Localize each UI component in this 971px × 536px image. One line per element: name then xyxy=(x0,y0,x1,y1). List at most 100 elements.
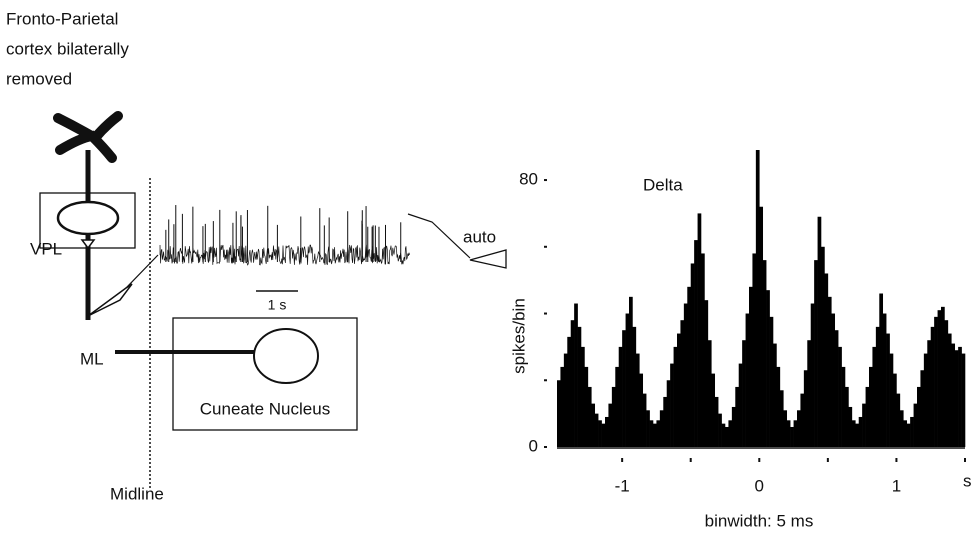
bar xyxy=(910,416,914,447)
bar xyxy=(690,263,695,447)
spike-trace xyxy=(159,205,410,266)
x-tick-label: 0 xyxy=(755,476,764,495)
bar xyxy=(608,403,613,447)
bar xyxy=(598,420,602,447)
connector xyxy=(407,213,471,259)
lesion-cross xyxy=(53,111,123,163)
bar xyxy=(745,313,750,447)
cuneate-box xyxy=(172,317,358,431)
bar xyxy=(961,353,966,447)
bar xyxy=(687,286,692,447)
electrode xyxy=(87,283,133,317)
bar xyxy=(611,386,616,447)
bar xyxy=(934,316,938,447)
bar xyxy=(917,386,921,447)
bar xyxy=(797,410,801,447)
bar xyxy=(707,340,712,447)
bar xyxy=(827,296,832,447)
bar xyxy=(773,343,777,447)
bar xyxy=(625,313,630,447)
bar xyxy=(810,303,815,447)
midline-label: Midline xyxy=(110,484,164,503)
bar xyxy=(865,386,870,447)
y-tick-label: 0 xyxy=(529,436,538,455)
bar xyxy=(581,346,585,447)
bar xyxy=(947,333,952,447)
bar xyxy=(618,346,623,447)
bar xyxy=(838,346,842,447)
bar xyxy=(635,353,640,447)
bar xyxy=(663,396,668,447)
bar xyxy=(848,406,853,447)
bar xyxy=(766,290,770,447)
bar xyxy=(615,366,620,447)
bar xyxy=(591,403,596,447)
bar xyxy=(920,370,925,447)
bar xyxy=(834,330,839,447)
bar xyxy=(862,403,866,447)
bar xyxy=(594,413,599,447)
bar xyxy=(560,366,565,447)
bar xyxy=(800,393,805,447)
y-tick-label: 80 xyxy=(519,170,538,189)
bar xyxy=(683,303,688,447)
bar xyxy=(875,326,880,447)
bar xyxy=(738,363,743,447)
bar xyxy=(584,366,589,447)
bar xyxy=(694,240,698,447)
bar xyxy=(666,380,671,447)
vpl-label: VPL xyxy=(30,239,62,258)
bar xyxy=(731,406,736,447)
bar xyxy=(642,393,647,447)
scale-bar-label: 1 s xyxy=(268,297,287,313)
chart-title: Delta xyxy=(643,175,683,194)
bar xyxy=(937,310,942,447)
bar xyxy=(814,260,818,447)
electrode-lead xyxy=(125,254,159,289)
bar xyxy=(851,420,856,447)
bar xyxy=(941,306,945,447)
bar xyxy=(845,386,849,447)
bar xyxy=(587,386,592,447)
bar xyxy=(632,326,637,447)
bar xyxy=(882,313,887,447)
bar xyxy=(769,316,774,447)
bar xyxy=(923,353,928,447)
bar xyxy=(711,373,716,447)
bar xyxy=(670,363,674,447)
bar xyxy=(790,426,794,447)
bar xyxy=(762,260,767,447)
bar xyxy=(701,253,705,447)
bar xyxy=(735,386,740,447)
bar xyxy=(714,396,719,447)
bar xyxy=(677,333,681,447)
cuneate-nucleus xyxy=(253,328,319,384)
bar xyxy=(653,423,657,447)
diagram: Fronto-Parietal cortex bilaterally remov… xyxy=(6,9,507,503)
bar xyxy=(721,423,726,447)
bar xyxy=(841,366,846,447)
bar xyxy=(913,403,918,447)
bar xyxy=(704,300,709,447)
bar xyxy=(930,326,935,447)
bar xyxy=(879,293,884,447)
lesion-label: removed xyxy=(6,69,72,88)
bar xyxy=(563,353,568,447)
bar xyxy=(858,416,863,447)
x-axis-label: binwidth: 5 ms xyxy=(705,511,814,530)
histogram: 0 80 -1 0 1 s Delta binwidth: 5 ms spikes/bin xyxy=(509,150,971,530)
bar xyxy=(807,340,812,447)
bar xyxy=(752,253,757,447)
bar xyxy=(759,206,764,447)
x-tick-label: 1 xyxy=(892,476,901,495)
bar xyxy=(749,286,753,447)
bar xyxy=(601,423,606,447)
lesion-label: cortex bilaterally xyxy=(6,39,129,58)
bar xyxy=(656,420,661,447)
bar xyxy=(821,246,825,447)
bar xyxy=(779,390,784,447)
lesion-label: Fronto-Parietal xyxy=(6,9,118,28)
bar xyxy=(893,373,897,447)
bar xyxy=(958,346,962,447)
